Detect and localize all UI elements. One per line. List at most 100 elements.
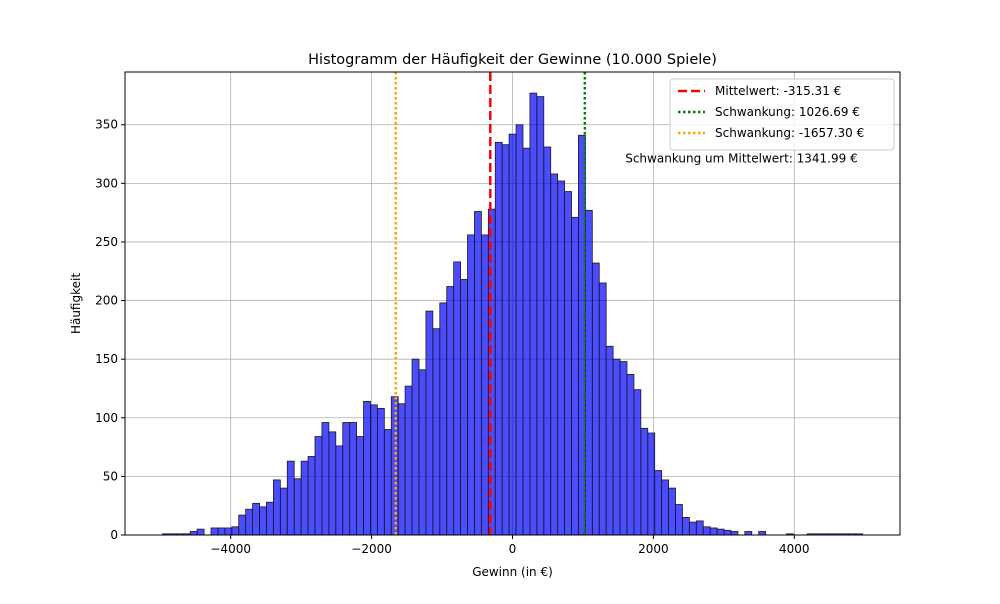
histogram-bar (668, 487, 676, 536)
histogram-bar (688, 521, 697, 536)
histogram-bar (383, 429, 392, 536)
histogram-bar (494, 141, 503, 536)
histogram-bar (564, 191, 572, 536)
histogram-bar (467, 234, 475, 536)
histogram-bar (508, 133, 517, 536)
histogram-bar (231, 526, 240, 536)
histogram-bar (682, 517, 690, 536)
histogram-bar (307, 456, 316, 536)
x-tick-label: 4000 (779, 542, 810, 556)
histogram-bar (266, 501, 274, 536)
histogram-bar (397, 403, 406, 536)
histogram-bar (723, 529, 732, 536)
histogram-bar (758, 531, 767, 536)
y-tick-label: 200 (95, 294, 118, 308)
annotation-text: Schwankung um Mittelwert: 1341.99 € (625, 151, 858, 165)
histogram-bar (716, 528, 725, 536)
histogram-bar (584, 209, 593, 536)
y-axis-label: Häufigkeit (69, 273, 83, 334)
histogram-bar (342, 422, 351, 536)
histogram-bar (273, 479, 281, 536)
x-tick-label: 0 (509, 542, 517, 556)
histogram-bar (189, 531, 198, 536)
histogram-bar (293, 478, 302, 536)
histogram-bar (571, 216, 579, 536)
histogram-bar (252, 502, 260, 536)
histogram-bar (453, 261, 461, 536)
histogram-bar (529, 92, 538, 536)
histogram-bar (605, 345, 614, 536)
histogram-bar (626, 374, 635, 536)
x-tick-label: −2000 (351, 542, 392, 556)
histogram-bar (522, 147, 531, 536)
histogram-bar (730, 531, 739, 536)
histogram-bar (349, 422, 357, 536)
legend-entry: Schwankung: -1657.30 € (715, 126, 864, 140)
histogram-bar (217, 527, 226, 536)
legend-entry: Schwankung: 1026.69 € (715, 105, 860, 119)
histogram-bar (286, 460, 295, 536)
histogram-bar (536, 96, 545, 536)
histogram-bar (661, 479, 669, 536)
histogram-bar (363, 400, 371, 536)
y-tick-label: 300 (95, 176, 118, 190)
histogram-bar (196, 528, 205, 536)
histogram-bar (619, 361, 628, 536)
histogram-bar (321, 422, 330, 536)
histogram-bar (404, 385, 413, 536)
histogram-bar (515, 124, 524, 536)
histogram-bar (550, 173, 559, 536)
histogram-bar (418, 369, 427, 536)
histogram-bar (314, 436, 323, 536)
histogram-bar (744, 531, 753, 536)
histogram-bar (356, 436, 364, 536)
histogram-bar (259, 506, 267, 536)
y-tick-label: 100 (95, 411, 118, 425)
histogram-bar (543, 146, 552, 536)
histogram-bar (702, 526, 711, 536)
histogram-bar (279, 487, 288, 536)
histogram-bar (210, 527, 219, 536)
histogram-bar (370, 404, 378, 536)
y-tick-label: 350 (95, 118, 118, 132)
y-tick-label: 150 (95, 352, 118, 366)
y-tick-label: 50 (103, 469, 118, 483)
histogram-bar (300, 460, 309, 536)
chart-title: Histogramm der Häufigkeit der Gewinne (1… (308, 52, 717, 68)
histogram-bar (695, 520, 704, 536)
legend: Mittelwert: -315.31 € Schwankung: 1026.69… (669, 78, 895, 151)
legend-entry: Mittelwert: -315.31 € (715, 84, 841, 98)
histogram-bar (446, 286, 455, 536)
histogram-bar (612, 358, 621, 536)
histogram-bar (647, 432, 656, 536)
histogram-bar (432, 328, 441, 536)
histogram-bar (480, 234, 489, 536)
reference-lines (394, 72, 587, 535)
histogram-bar (501, 144, 510, 536)
histogram-bar (245, 508, 254, 536)
histogram-bar (633, 389, 642, 536)
y-axis-ticks: 0 50 100 150 200 250 300 350 (95, 118, 125, 542)
histogram-bar (654, 470, 663, 536)
histogram-bar (411, 358, 420, 536)
histogram-bar (474, 211, 482, 536)
y-tick-label: 0 (110, 528, 118, 542)
histogram-bar (557, 180, 565, 536)
x-tick-label: 2000 (638, 542, 669, 556)
histogram-bar (439, 302, 448, 536)
y-tick-label: 250 (95, 235, 118, 249)
histogram-bar (578, 134, 586, 536)
histogram-bar (709, 527, 718, 536)
histogram-bar (591, 262, 600, 536)
histogram-bar (460, 279, 468, 536)
x-axis-ticks: −4000 −2000 0 2000 4000 (210, 535, 810, 556)
histogram-bar (598, 282, 607, 536)
x-tick-label: −4000 (210, 542, 251, 556)
histogram-bar (425, 310, 434, 536)
histogram-bar (238, 514, 247, 536)
histogram-bar (376, 408, 385, 536)
legend-box (669, 78, 895, 151)
histogram-bar (675, 504, 683, 536)
